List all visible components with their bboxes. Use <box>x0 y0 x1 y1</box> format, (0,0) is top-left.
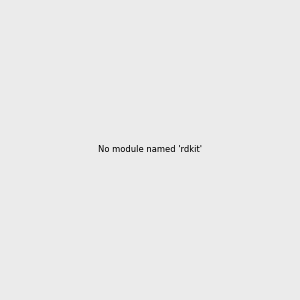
Text: No module named 'rdkit': No module named 'rdkit' <box>98 146 202 154</box>
